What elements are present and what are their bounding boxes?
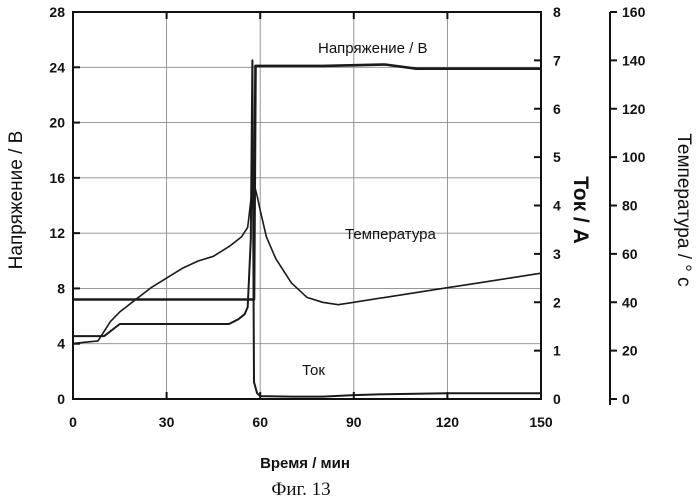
temperature-tick-label: 160 (622, 4, 646, 20)
series-lines (72, 59, 542, 398)
left-axis-title: Напряжение / В (6, 131, 27, 270)
current-tick-label: 6 (553, 101, 561, 117)
x-tick-label: 90 (346, 414, 362, 430)
temperature-axis-title: Температура / ° с (673, 133, 694, 286)
left-tick-label: 28 (49, 4, 65, 20)
series-label-temperature: Температура (345, 226, 437, 243)
x-axis-title: Время / мин (260, 455, 350, 472)
temperature-tick-label: 80 (622, 198, 638, 214)
axes: 0 30 60 90 120 150048121620242801234567802040… (49, 4, 645, 430)
current-tick-label: 8 (553, 4, 561, 20)
series-line-current (73, 59, 541, 398)
current-axis-title: Ток / А (569, 176, 592, 244)
current-tick-label: 5 (553, 149, 561, 165)
plot-frame (72, 11, 542, 400)
left-tick-label: 12 (49, 225, 65, 241)
current-tick-label: 4 (553, 198, 561, 214)
figure-caption: Фиг. 13 (271, 479, 330, 500)
temperature-tick-label: 100 (622, 149, 646, 165)
left-tick-label: 4 (57, 336, 65, 352)
x-tick-label: 120 (436, 414, 460, 430)
left-tick-label: 24 (49, 59, 65, 75)
current-tick-label: 2 (553, 294, 561, 310)
x-tick-label: 0 (69, 414, 77, 430)
temperature-tick-label: 20 (622, 343, 638, 359)
series-line-temperature (72, 182, 542, 345)
temperature-tick-label: 140 (622, 52, 646, 68)
left-tick-label: 0 (57, 391, 65, 407)
series-label-current: Ток (302, 362, 325, 379)
current-tick-label: 3 (553, 246, 561, 262)
current-tick-label: 7 (553, 52, 561, 68)
series-line-voltage (73, 63, 541, 301)
grid (72, 11, 542, 400)
current-tick-label: 0 (553, 391, 561, 407)
temperature-tick-label: 60 (622, 246, 638, 262)
series-label-voltage: Напряжение / В (318, 40, 427, 57)
temperature-tick-label: 40 (622, 294, 638, 310)
x-tick-label: 150 (529, 414, 553, 430)
labels: Напряжение / В Ток / А Температура / ° с… (6, 40, 694, 500)
x-tick-label: 30 (159, 414, 175, 430)
left-tick-label: 20 (49, 115, 65, 131)
left-tick-label: 8 (57, 280, 65, 296)
left-tick-label: 16 (49, 170, 65, 186)
temperature-tick-label: 0 (622, 391, 630, 407)
temperature-tick-label: 120 (622, 101, 646, 117)
current-tick-label: 1 (553, 343, 561, 359)
x-tick-label: 60 (252, 414, 268, 430)
